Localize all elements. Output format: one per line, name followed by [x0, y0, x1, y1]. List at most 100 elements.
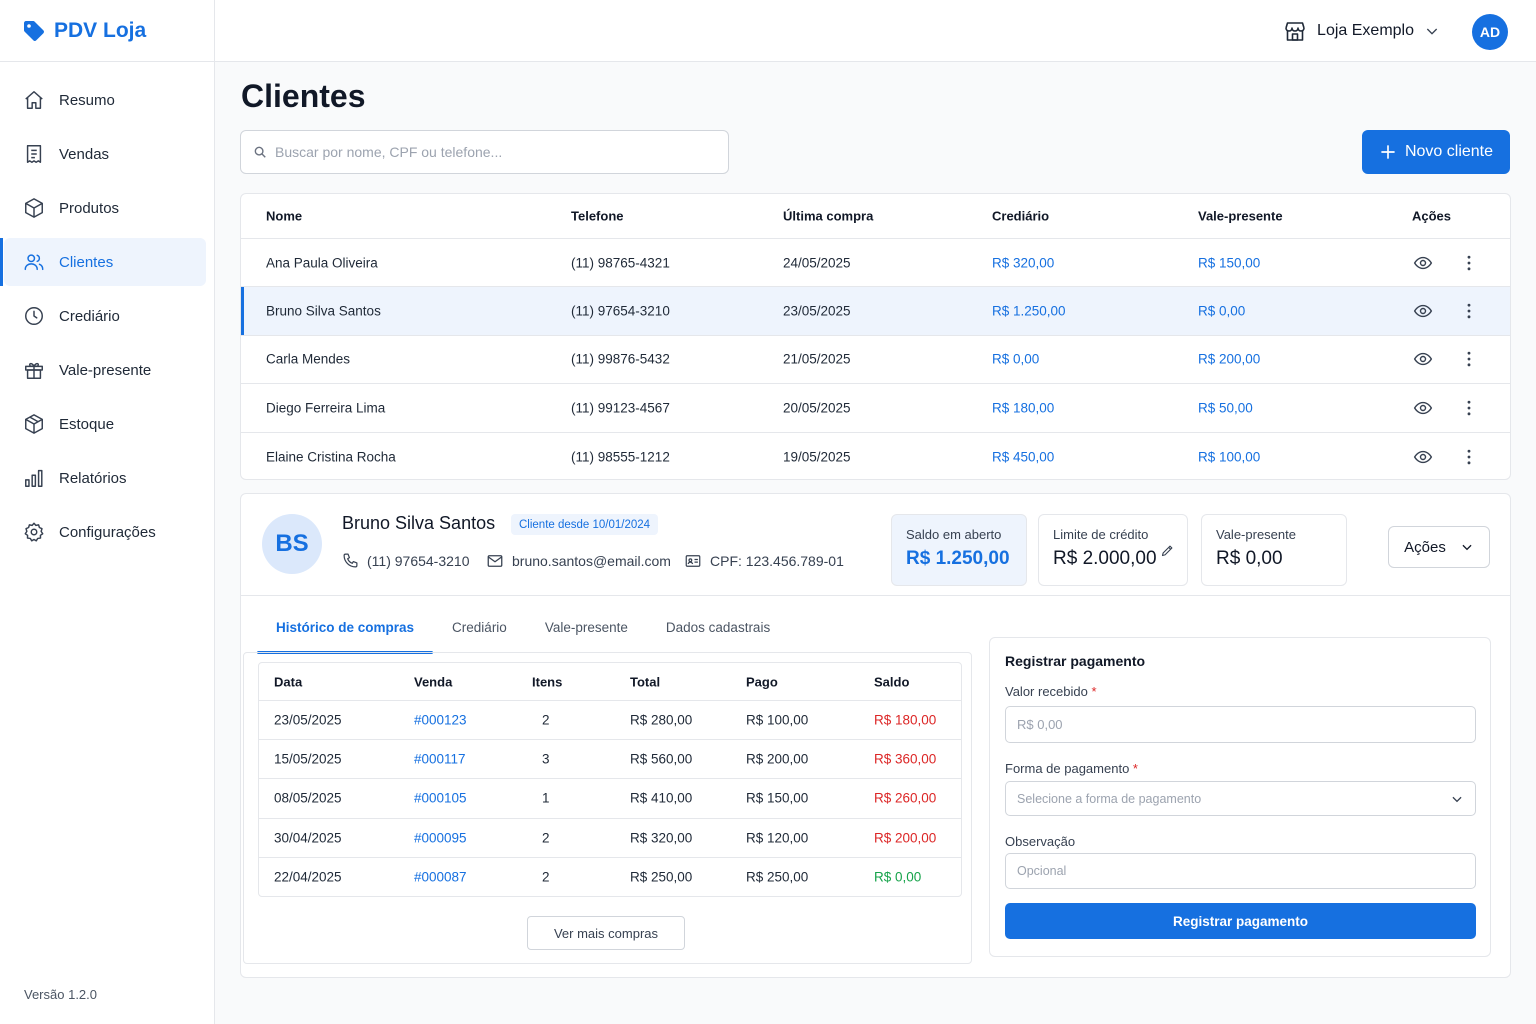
client-name: Elaine Cristina Rocha: [266, 449, 396, 465]
history-table: Data Venda Itens Total Pago Saldo 23/05/…: [258, 662, 962, 897]
sidebar-item-relatorios[interactable]: Relatórios: [4, 454, 206, 502]
column-header[interactable]: Nome: [266, 208, 303, 224]
client-last-purchase: 19/05/2025: [783, 449, 851, 465]
client-crediario[interactable]: R$ 180,00: [992, 400, 1055, 416]
eye-icon[interactable]: [1413, 447, 1433, 467]
client-vale[interactable]: R$ 0,00: [1198, 303, 1246, 319]
tab-historico[interactable]: Histórico de compras: [257, 602, 434, 654]
column-header[interactable]: Última compra: [783, 208, 874, 224]
eye-icon[interactable]: [1413, 398, 1433, 418]
more-purchases-button[interactable]: Ver mais compras: [527, 916, 685, 950]
sidebar-item-crediario[interactable]: Crediário: [4, 292, 206, 340]
column-header[interactable]: Crediário: [992, 208, 1050, 224]
client-name: Ana Paula Oliveira: [266, 255, 378, 271]
valor-field[interactable]: [1005, 706, 1476, 743]
obs-input[interactable]: [1017, 864, 1464, 878]
app-logo[interactable]: PDV Loja: [0, 0, 214, 62]
search-input[interactable]: [275, 144, 715, 160]
payment-form-title: Registrar pagamento: [1005, 653, 1146, 669]
tab-vale-presente[interactable]: Vale-presente: [544, 619, 628, 635]
sidebar-item-clientes[interactable]: Clientes: [0, 238, 206, 286]
table-row[interactable]: Bruno Silva Santos (11) 97654-3210 23/05…: [241, 287, 1510, 336]
eye-icon[interactable]: [1413, 349, 1433, 369]
limite-card: Limite de crédito R$ 2.000,00: [1038, 514, 1188, 586]
table-row[interactable]: Diego Ferreira Lima (11) 99123-4567 20/0…: [241, 384, 1510, 433]
client-crediario[interactable]: R$ 0,00: [992, 351, 1040, 367]
store-selector[interactable]: Loja Exemplo: [1283, 19, 1440, 43]
sale-link[interactable]: #000105: [414, 790, 467, 806]
sale-link[interactable]: #000123: [414, 712, 467, 728]
client-vale[interactable]: R$ 100,00: [1198, 449, 1261, 465]
sidebar-item-vendas[interactable]: Vendas: [4, 130, 206, 178]
client-cpf-info: CPF: 123.456.789-01: [684, 552, 844, 570]
sale-link[interactable]: #000087: [414, 869, 467, 885]
purchase-balance: R$ 260,00: [874, 790, 937, 806]
eye-icon[interactable]: [1413, 253, 1433, 273]
column-header[interactable]: Vale-presente: [1198, 208, 1283, 224]
eye-icon[interactable]: [1413, 301, 1433, 321]
forma-label: Forma de pagamento *: [1005, 761, 1138, 776]
column-header[interactable]: Telefone: [571, 208, 624, 224]
purchase-date: 23/05/2025: [274, 712, 342, 728]
sidebar-item-label: Vale-presente: [59, 361, 152, 379]
client-crediario[interactable]: R$ 1.250,00: [992, 303, 1066, 319]
sidebar-item-resumo[interactable]: Resumo: [4, 76, 206, 124]
actions-dropdown-button[interactable]: Ações: [1388, 526, 1490, 568]
detail-tabs: Histórico de compras Crediário Vale-pres…: [257, 602, 789, 654]
purchase-history: Data Venda Itens Total Pago Saldo 23/05/…: [243, 652, 972, 964]
sidebar-item-configuracoes[interactable]: Configurações: [4, 508, 206, 556]
new-client-label: Novo cliente: [1404, 143, 1494, 160]
page-title: Clientes: [241, 78, 366, 114]
chevron-down-icon: [1460, 540, 1474, 554]
client-phone-info: (11) 97654-3210: [342, 552, 469, 569]
valor-input[interactable]: [1017, 717, 1464, 732]
client-crediario[interactable]: R$ 320,00: [992, 255, 1055, 271]
sale-link[interactable]: #000095: [414, 830, 467, 846]
client-crediario[interactable]: R$ 450,00: [992, 449, 1055, 465]
new-client-button[interactable]: Novo cliente: [1362, 130, 1510, 174]
more-vertical-icon[interactable]: [1459, 253, 1479, 273]
sidebar-item-vale-presente[interactable]: Vale-presente: [4, 346, 206, 394]
required-mark: *: [1132, 761, 1138, 776]
client-vale[interactable]: R$ 50,00: [1198, 400, 1253, 416]
forma-select[interactable]: Selecione a forma de pagamento: [1005, 781, 1476, 816]
tab-dados-cadastrais[interactable]: Dados cadastrais: [665, 619, 771, 635]
sidebar-item-label: Estoque: [59, 415, 115, 433]
top-bar: Loja Exemplo AD: [215, 0, 1536, 62]
table-row[interactable]: Ana Paula Oliveira (11) 98765-4321 24/05…: [241, 239, 1510, 288]
client-detail-panel: BS Bruno Silva Santos Cliente desde 10/0…: [240, 493, 1511, 978]
search-box[interactable]: [240, 130, 729, 174]
gear-icon: [23, 521, 45, 543]
obs-field[interactable]: [1005, 853, 1476, 889]
client-name: Diego Ferreira Lima: [266, 400, 386, 416]
purchase-paid: R$ 200,00: [746, 751, 809, 767]
client-name: Carla Mendes: [266, 351, 351, 367]
more-vertical-icon[interactable]: [1459, 301, 1479, 321]
column-header: Data: [274, 674, 303, 689]
table-row[interactable]: Elaine Cristina Rocha (11) 98555-1212 19…: [241, 433, 1510, 479]
client-vale[interactable]: R$ 200,00: [1198, 351, 1261, 367]
sidebar-nav: Resumo Vendas Produtos Clientes Crediári…: [0, 62, 214, 556]
tab-crediario[interactable]: Crediário: [452, 619, 507, 635]
client-since-badge: Cliente desde 10/01/2024: [511, 514, 659, 535]
package-icon: [23, 413, 45, 435]
more-vertical-icon[interactable]: [1459, 447, 1479, 467]
register-payment-button[interactable]: Registrar pagamento: [1005, 903, 1476, 939]
sale-link[interactable]: #000117: [414, 751, 466, 767]
table-row[interactable]: Carla Mendes (11) 99876-5432 21/05/2025 …: [241, 336, 1510, 385]
client-detail-header: BS Bruno Silva Santos Cliente desde 10/0…: [241, 494, 1510, 596]
more-vertical-icon[interactable]: [1459, 349, 1479, 369]
client-vale[interactable]: R$ 150,00: [1198, 255, 1261, 271]
sidebar-item-produtos[interactable]: Produtos: [4, 184, 206, 232]
purchase-date: 08/05/2025: [274, 790, 342, 806]
limite-value: R$ 2.000,00: [1053, 548, 1157, 569]
purchase-items: 3: [542, 751, 550, 767]
vale-label: Vale-presente: [1216, 527, 1296, 542]
sidebar-item-label: Clientes: [59, 253, 114, 271]
purchase-balance: R$ 200,00: [874, 830, 937, 846]
sidebar-item-estoque[interactable]: Estoque: [4, 400, 206, 448]
pencil-icon[interactable]: [1160, 543, 1175, 558]
more-vertical-icon[interactable]: [1459, 398, 1479, 418]
user-avatar[interactable]: AD: [1472, 14, 1508, 50]
sidebar: PDV Loja Resumo Vendas Produtos Clientes…: [0, 0, 215, 1024]
